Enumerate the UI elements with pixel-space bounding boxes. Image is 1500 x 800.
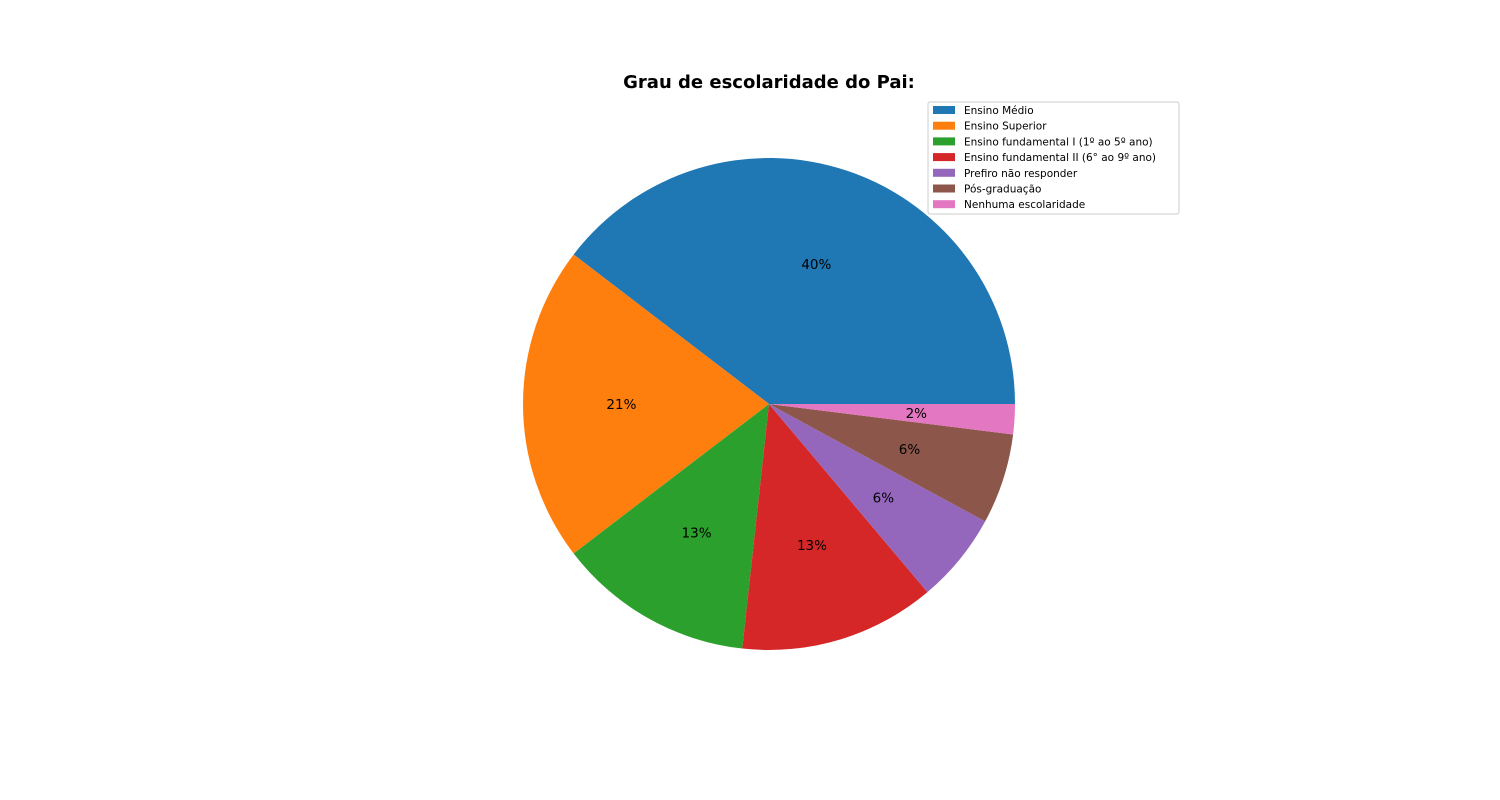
percentage-labels: 40% 21% 13% 13% 6% 6% 2% xyxy=(606,257,927,554)
pie-slices xyxy=(523,158,1015,650)
pie-slice-2 xyxy=(523,254,769,554)
legend-label: Pós-graduação xyxy=(964,184,1041,196)
pie-slice-7 xyxy=(769,404,1015,435)
legend-swatch xyxy=(933,106,955,114)
legend-swatch xyxy=(933,153,955,162)
chart-title: Grau de escolaridade do Pai: xyxy=(623,72,915,93)
slice-percentage-label: 13% xyxy=(797,538,827,554)
pie-slice-6 xyxy=(769,404,1014,522)
legend-swatch xyxy=(933,121,955,130)
slice-percentage-label: 2% xyxy=(906,406,928,422)
pie-slice-1 xyxy=(573,158,1015,404)
slice-percentage-label: 6% xyxy=(899,442,921,458)
legend-swatch xyxy=(933,137,955,146)
legend: Ensino Médio Ensino Superior Ensino funda… xyxy=(927,101,1180,215)
legend-label: Nenhuma escolaridade xyxy=(964,199,1085,211)
legend-swatch xyxy=(933,200,955,209)
slice-percentage-label: 6% xyxy=(873,490,895,506)
legend-label: Ensino Superior xyxy=(964,121,1047,133)
pie-slice-5 xyxy=(769,404,986,593)
pie-slice-3 xyxy=(573,404,769,649)
slice-percentage-label: 13% xyxy=(682,526,712,542)
pie-slice-4 xyxy=(742,404,928,650)
legend-frame xyxy=(927,101,1180,215)
legend-label: Prefiro não responder xyxy=(964,168,1078,180)
legend-label: Ensino Médio xyxy=(964,105,1034,117)
legend-swatch xyxy=(933,168,955,177)
slice-percentage-label: 40% xyxy=(801,257,831,273)
legend-label: Ensino fundamental II (6° ao 9º ano) xyxy=(964,152,1156,164)
legend-swatch xyxy=(933,184,955,193)
legend-label: Ensino fundamental I (1º ao 5º ano) xyxy=(964,136,1153,148)
slice-percentage-label: 21% xyxy=(606,397,636,413)
